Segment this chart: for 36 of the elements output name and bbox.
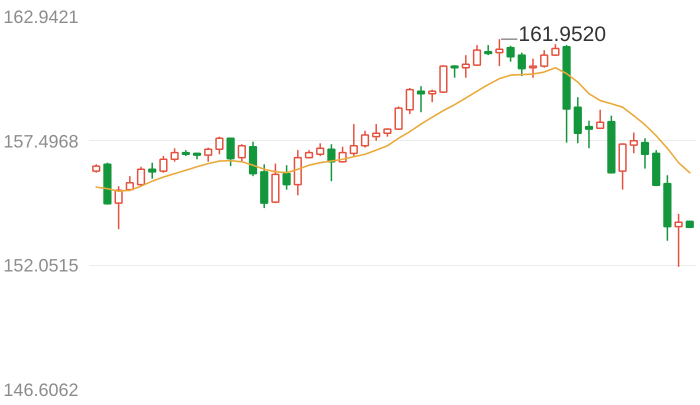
candlestick — [394, 106, 403, 131]
y-tick-label: 157.4968 — [3, 131, 78, 152]
candlestick — [495, 38, 504, 67]
candlestick — [170, 148, 179, 163]
candlestick — [282, 164, 291, 190]
candlestick — [159, 155, 168, 174]
candlestick — [136, 166, 146, 187]
candlestick — [540, 49, 548, 68]
candlestick — [226, 136, 235, 167]
candlestick — [316, 142, 324, 157]
annotation: 161.9520 — [518, 23, 606, 46]
candlestick — [584, 120, 594, 150]
y-tick-label: 152.0515 — [3, 256, 78, 276]
candlestick — [450, 64, 459, 78]
candlestick — [360, 130, 370, 148]
candlestick — [596, 108, 604, 130]
candlestick — [472, 44, 482, 67]
candlestick — [640, 138, 650, 170]
candlestick — [428, 88, 436, 103]
candlestick — [518, 52, 526, 77]
y-tick-label: 162.9421 — [3, 7, 78, 27]
candlestick — [238, 143, 246, 163]
candlestick — [204, 146, 212, 163]
candlestick — [630, 132, 638, 154]
candlestick — [528, 58, 538, 78]
candlestick — [406, 87, 414, 115]
candlestick — [416, 85, 426, 113]
candlestick — [674, 213, 683, 268]
y-tick-label: 146.6062 — [3, 380, 78, 400]
candlestick — [215, 136, 224, 155]
candlestick — [462, 54, 470, 78]
candlestick — [350, 123, 358, 157]
candlestick — [148, 162, 156, 180]
candlestick — [372, 123, 380, 142]
candlestick — [506, 45, 515, 63]
candlestick — [484, 44, 492, 56]
